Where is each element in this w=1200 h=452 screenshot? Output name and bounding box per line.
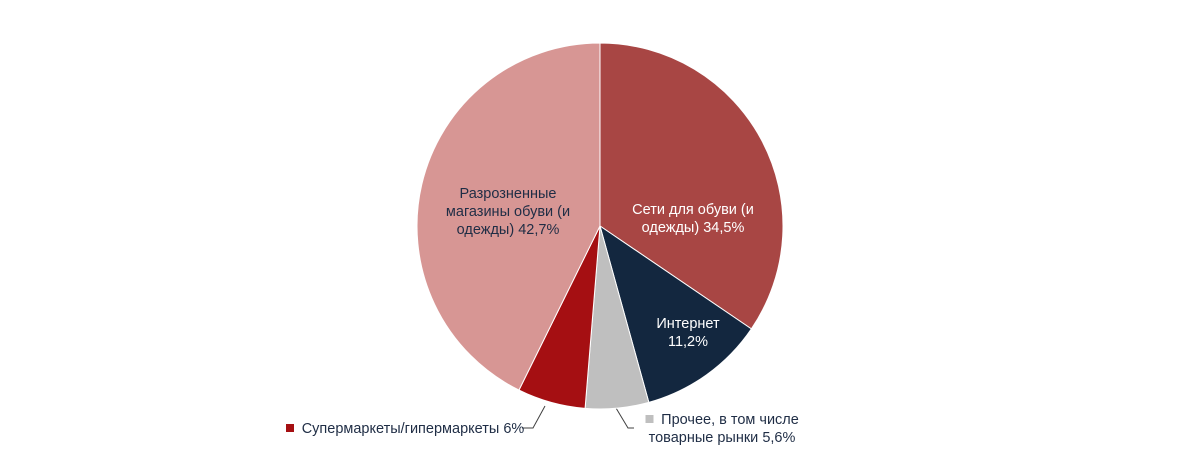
category-name: Разрозненные магазины обуви (и одежды)	[445, 186, 571, 238]
legend-marker	[645, 415, 654, 423]
value-label: 42,7%	[518, 222, 560, 238]
slice-label: Прочее, в том числе товарные рынки 5,6%	[635, 411, 810, 447]
category-name: Интернет	[656, 316, 720, 332]
slice-label: Супермаркеты/гипермаркеты 6%	[285, 420, 525, 438]
leader-line	[615, 407, 634, 429]
category-name: Сети для обуви (и одежды)	[632, 202, 754, 236]
leader-line	[522, 405, 546, 429]
pie-slice	[416, 42, 601, 391]
value-label: 5,6%	[762, 430, 796, 446]
value-label: 34,5%	[703, 220, 745, 236]
legend-marker	[285, 424, 294, 432]
slice-label: Разрозненные магазины обуви (и одежды) 4…	[438, 185, 578, 239]
slice-label: Интернет 11,2%	[648, 315, 728, 351]
value-label: 6%	[503, 421, 525, 437]
category-name: Супермаркеты/гипермаркеты	[301, 421, 500, 437]
slice-label: Сети для обуви (и одежды) 34,5%	[626, 201, 761, 237]
value-label: 11,2%	[667, 334, 709, 350]
pie-slice	[599, 42, 784, 330]
pie-slice	[599, 224, 753, 403]
category-name: Прочее, в том числе товарные рынки	[648, 412, 799, 446]
